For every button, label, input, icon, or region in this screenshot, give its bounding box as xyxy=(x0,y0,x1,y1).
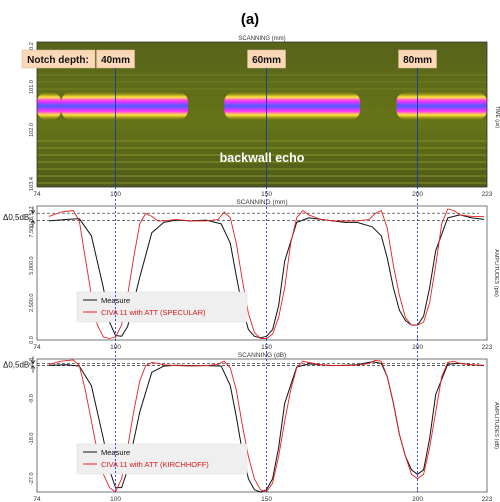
x-tick-label: 100 xyxy=(110,496,121,502)
delta-arrow-top xyxy=(30,206,36,214)
specular-line-chart: SCANNING (mm)AMPLITUDES (pts)74100150200… xyxy=(3,199,499,351)
x-tick-label: 200 xyxy=(412,496,423,502)
x-tick-label: 223 xyxy=(482,496,493,502)
figure-label: (a) xyxy=(241,11,259,28)
heatmap-stripe xyxy=(37,147,487,149)
delta-arrow-top xyxy=(30,356,36,365)
x-tick-label: 74 xyxy=(33,496,41,502)
heatmap-x-tick-label: 150 xyxy=(261,191,272,198)
legend-box xyxy=(76,291,248,323)
heatmap-stripe xyxy=(37,182,487,184)
x-tick-label: 150 xyxy=(261,496,272,502)
heatmap-stripe xyxy=(37,175,487,177)
legend-entry: CIVA 11 with ATT (SPECULAR) xyxy=(101,308,206,317)
y-axis-label: AMPLITUDES (dB) xyxy=(493,402,499,449)
heatmap-y-axis-label: TIME (µs) xyxy=(494,106,500,128)
heatmap-stripe xyxy=(37,161,487,163)
heatmap-y-tick-label: 102.0 xyxy=(29,123,35,137)
echo-segment xyxy=(396,92,487,120)
x-tick-label: 223 xyxy=(482,344,493,351)
legend-box xyxy=(76,443,248,475)
notch-depth-label: Notch depth: xyxy=(27,55,89,66)
delta-db-label: Δ0,5dB xyxy=(3,361,29,370)
y-tick-label: -18.0 xyxy=(29,433,35,446)
heatmap-stripe xyxy=(37,168,487,170)
heatmap-stripe xyxy=(37,74,487,76)
heatmap-y-tick-label: 101.0 xyxy=(29,80,35,94)
heatmap-y-tick-label: 0.2 xyxy=(29,42,35,50)
notch-label: 80mm xyxy=(403,55,432,66)
y-tick-label: 8,517 xyxy=(29,206,35,220)
echo-segment xyxy=(37,92,62,120)
heatmap-x-tick-label: 223 xyxy=(482,191,493,198)
y-tick-label: -9.0 xyxy=(29,394,35,403)
x-axis-label: SCANNING (dB) xyxy=(238,352,286,359)
delta-db-label: Δ0,5dB xyxy=(3,213,29,222)
echo-segment xyxy=(224,92,361,120)
heatmap-stripe xyxy=(37,154,487,156)
delta-arrow-bottom xyxy=(30,219,36,228)
civa-series-line xyxy=(48,208,484,339)
heatmap-x-tick-label: 74 xyxy=(33,191,41,198)
y-tick-label: -27.0 xyxy=(29,472,35,485)
heatmap-stripe xyxy=(37,140,487,142)
backwall-echo-annotation: backwall echo xyxy=(220,151,305,165)
x-tick-label: 74 xyxy=(33,344,41,351)
heatmap-stripe xyxy=(37,88,487,90)
heatmap-x-tick-label: 100 xyxy=(110,191,121,198)
heatmap-x-axis-label: SCANNING (mm) xyxy=(238,36,285,42)
y-axis-label: AMPLITUDES (pts) xyxy=(493,249,499,297)
kirchhoff-line-chart: SCANNING (dB) AMPLITUDES (dB) 74 100 150 200 2… xyxy=(3,352,499,502)
heatmap-frame xyxy=(36,41,488,188)
notch-label: 60mm xyxy=(252,55,281,66)
heatmap-stripe xyxy=(37,81,487,83)
notch-guide-lines xyxy=(115,187,418,492)
delta-arrow-bottom xyxy=(30,365,36,373)
heatmap-panel: SCANNING (mm) TIME (µs) 0.2 101.0 102.0 103.4… xyxy=(21,36,500,198)
y-tick-label: 7,500.0 xyxy=(29,219,35,237)
notch-label: 40mm xyxy=(101,55,130,66)
heatmap-x-tick-label: 200 xyxy=(412,191,423,198)
measure-series-line xyxy=(49,361,485,493)
y-tick-label: 0.0 xyxy=(29,336,35,344)
echo-segment xyxy=(61,92,189,120)
heatmap-y-tick-label: 103.4 xyxy=(29,177,35,191)
x-axis-label: SCANNING (mm) xyxy=(236,199,287,206)
notch-depth-label-box xyxy=(21,49,96,69)
y-tick-label: 2,500.0 xyxy=(29,294,35,312)
y-tick-label: 5,000.0 xyxy=(29,256,35,274)
heatmap-layers xyxy=(37,74,487,184)
legend-entry: CIVA 11 with ATT (KIRCHHOFF) xyxy=(101,460,209,469)
